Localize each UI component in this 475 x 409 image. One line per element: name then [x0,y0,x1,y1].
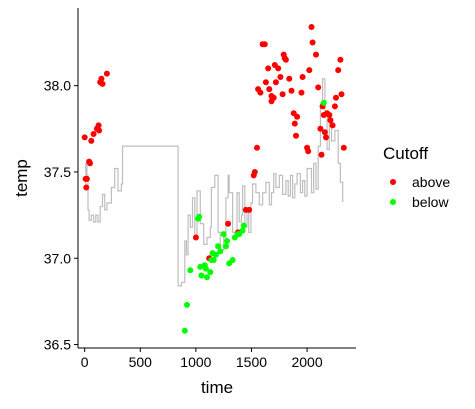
point-below [224,238,230,244]
point-above [333,94,339,101]
point-above [96,127,103,134]
point-below [222,243,229,250]
x-tick-label: 1000 [180,354,211,370]
x-tick-label: 2000 [291,354,322,370]
legend-label-above: above [412,174,450,190]
point-above [87,160,93,167]
point-above [275,65,282,72]
point-above [288,87,295,94]
point-above [337,56,344,63]
point-above [326,112,333,118]
point-below [220,231,227,238]
point-above [257,89,264,96]
point-above [309,39,316,46]
point-above [261,41,268,48]
point-above [83,184,90,191]
y-axis-title: temp [12,159,31,197]
plot-panel [81,24,347,334]
point-above [90,131,97,137]
point-above [291,120,298,127]
point-above [98,75,105,82]
point-below [204,274,210,281]
point-below [217,248,224,255]
point-above [331,103,338,110]
point-above [313,51,319,58]
y-tick-label: 37.0 [44,250,71,266]
point-below [240,222,247,229]
x-axis-title: time [201,378,233,397]
point-above [265,65,272,72]
point-above [225,220,232,227]
point-below [196,213,203,220]
point-above [338,91,345,98]
y-axis-ticks: 36.5 37.0 37.5 38.0 [44,78,78,353]
point-below [197,263,204,270]
temp-step-line [84,78,344,287]
point-below [215,243,222,250]
point-above [335,67,342,74]
x-tick-label: 1500 [236,354,267,370]
point-below [198,272,205,279]
point-above [293,132,299,139]
point-above [340,144,347,151]
point-above [246,206,253,213]
point-above [321,129,328,136]
x-tick-label: 500 [129,354,153,370]
point-below [202,265,209,272]
point-below [320,99,327,106]
point-below [184,301,190,308]
point-above [282,56,289,63]
point-above [299,74,306,80]
point-above [277,74,284,80]
temp-line-path [84,78,344,287]
point-above [95,122,102,129]
point-above [103,70,110,77]
point-below [207,269,214,276]
point-above [318,151,325,158]
point-above [294,113,301,120]
point-below [187,267,194,274]
point-above [254,144,260,151]
point-above [317,125,324,132]
legend-key-above [390,179,396,185]
point-above [298,89,305,96]
point-above [192,234,199,241]
legend-key-below [390,199,396,205]
point-above [81,134,88,141]
point-above [315,84,322,91]
point-above [279,91,286,98]
point-above [305,148,312,155]
x-axis-ticks: 0 500 1000 1500 2000 [81,348,323,370]
point-below [210,257,217,263]
x-tick-label: 0 [81,354,89,370]
y-tick-label: 36.5 [44,337,71,353]
y-tick-label: 37.5 [44,164,71,180]
legend-label-below: below [412,194,449,210]
point-above [262,79,269,86]
point-above [306,67,313,74]
point-above [251,169,258,175]
point-above [286,75,293,82]
axes: 0 500 1000 1500 2000 36.5 37.0 37.5 38.0 time t… [12,8,356,397]
point-above [266,86,273,93]
point-above [99,80,106,87]
scatter-points [81,24,347,334]
point-below [181,327,188,334]
point-above [308,24,315,30]
point-below [229,257,236,263]
point-above [272,79,279,86]
legend-title: Cutoff [383,144,428,163]
point-below [212,251,219,258]
point-above [329,122,336,129]
point-above [327,117,334,124]
legend: Cutoff above below [383,144,450,210]
legend-entries: above below [390,174,450,210]
point-above [83,175,90,182]
point-above [270,94,277,101]
point-below [239,227,246,234]
point-above [323,134,329,141]
point-above [88,137,95,144]
y-tick-label: 38.0 [44,78,71,94]
